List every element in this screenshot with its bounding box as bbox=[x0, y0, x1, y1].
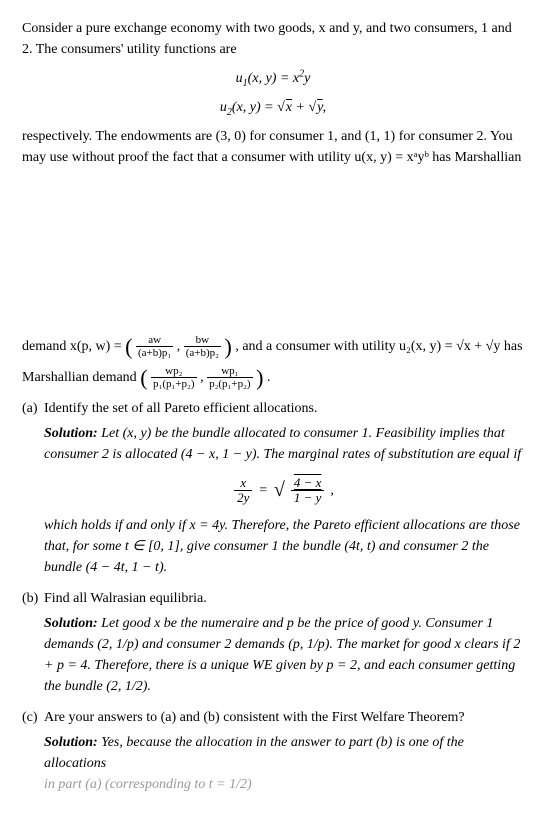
part-b-sol-1: Let good x be the numeraire and p be the… bbox=[44, 616, 520, 694]
frac-g2-num: wp₁ bbox=[207, 365, 253, 378]
part-a-equation: x 2y = √ 4 − x 1 − y , bbox=[44, 475, 524, 505]
frac-g2: wp₁ p₂(p₁+p₂) bbox=[207, 365, 253, 390]
part-a-sol-label: Solution: bbox=[44, 426, 98, 441]
intro-para-2: respectively. The endowments are (3, 0) … bbox=[22, 126, 524, 168]
equation-u1: u1(x, y) = x2y bbox=[22, 68, 524, 89]
frac-bw-den: (a+b)p₂ bbox=[184, 347, 221, 359]
page-gap bbox=[22, 174, 524, 334]
part-b-question: Find all Walrasian equilibria. bbox=[44, 591, 207, 606]
marshallian-lead: Marshallian demand bbox=[22, 370, 140, 385]
intro-para-1: Consider a pure exchange economy with tw… bbox=[22, 18, 524, 60]
part-c-question: Are your answers to (a) and (b) consiste… bbox=[44, 710, 465, 725]
frac-aw: aw (a+b)p₁ bbox=[136, 334, 173, 359]
eq-sign: = bbox=[258, 480, 267, 501]
demand-lead: demand x(p, w) = bbox=[22, 339, 125, 354]
lparen-2: ( bbox=[140, 367, 147, 389]
part-b-marker: (b) bbox=[22, 588, 38, 609]
equation-u2: u2(x, y) = √x + √y, bbox=[22, 97, 524, 118]
part-b-sol-label: Solution: bbox=[44, 616, 98, 631]
frac-g2-den: p₂(p₁+p₂) bbox=[207, 378, 253, 390]
part-c-cutoff: in part (a) (corresponding to t = 1/2) bbox=[44, 774, 524, 795]
demand-after-a: , and a consumer with utility u₂(x, y) =… bbox=[235, 339, 522, 354]
sqrt-sign: √ bbox=[274, 475, 285, 505]
part-a-sol-1: Let (x, y) be the bundle allocated to co… bbox=[44, 426, 521, 462]
eq-comma: , bbox=[330, 480, 334, 501]
rparen-2: ) bbox=[256, 367, 263, 389]
part-c-marker: (c) bbox=[22, 707, 38, 728]
u2-text: u2(x, y) = √x + √y, bbox=[220, 100, 326, 115]
part-a-question: Identify the set of all Pareto efficient… bbox=[44, 401, 317, 416]
frac-g1: wp₂ p₁(p₁+p₂) bbox=[151, 365, 197, 390]
lparen-1: ( bbox=[125, 336, 132, 358]
part-c: (c) Are your answers to (a) and (b) cons… bbox=[22, 707, 524, 795]
demand-tail: . bbox=[267, 370, 271, 385]
part-b: (b) Find all Walrasian equilibria. Solut… bbox=[22, 588, 524, 697]
part-c-sol-label: Solution: bbox=[44, 735, 98, 750]
frac-g1-num: wp₂ bbox=[151, 365, 197, 378]
mrs-lhs-den: 2y bbox=[234, 491, 252, 505]
part-a-sol-2: which holds if and only if x = 4y. There… bbox=[44, 515, 524, 578]
u1-text: u1(x, y) = x2y bbox=[236, 71, 311, 86]
comma-2: , bbox=[200, 370, 207, 385]
part-a: (a) Identify the set of all Pareto effic… bbox=[22, 398, 524, 578]
demand-line-1: demand x(p, w) = ( aw (a+b)p₁ , bw (a+b)… bbox=[22, 334, 524, 359]
part-a-marker: (a) bbox=[22, 398, 38, 419]
rparen-1: ) bbox=[224, 336, 231, 358]
mrs-lhs-num: x bbox=[234, 476, 252, 491]
mrs-rhs-den: 1 − y bbox=[291, 491, 325, 505]
mrs-rhs: 4 − x 1 − y bbox=[291, 476, 325, 504]
frac-aw-den: (a+b)p₁ bbox=[136, 347, 173, 359]
frac-g1-den: p₁(p₁+p₂) bbox=[151, 378, 197, 390]
mrs-lhs: x 2y bbox=[234, 476, 252, 504]
frac-aw-num: aw bbox=[136, 334, 173, 347]
frac-bw: bw (a+b)p₂ bbox=[184, 334, 221, 359]
frac-bw-num: bw bbox=[184, 334, 221, 347]
mrs-rhs-num: 4 − x bbox=[291, 476, 325, 491]
comma-1: , bbox=[177, 339, 184, 354]
demand-line-2: Marshallian demand ( wp₂ p₁(p₁+p₂) , wp₁… bbox=[22, 365, 524, 390]
part-c-sol-1: Yes, because the allocation in the answe… bbox=[44, 735, 464, 771]
